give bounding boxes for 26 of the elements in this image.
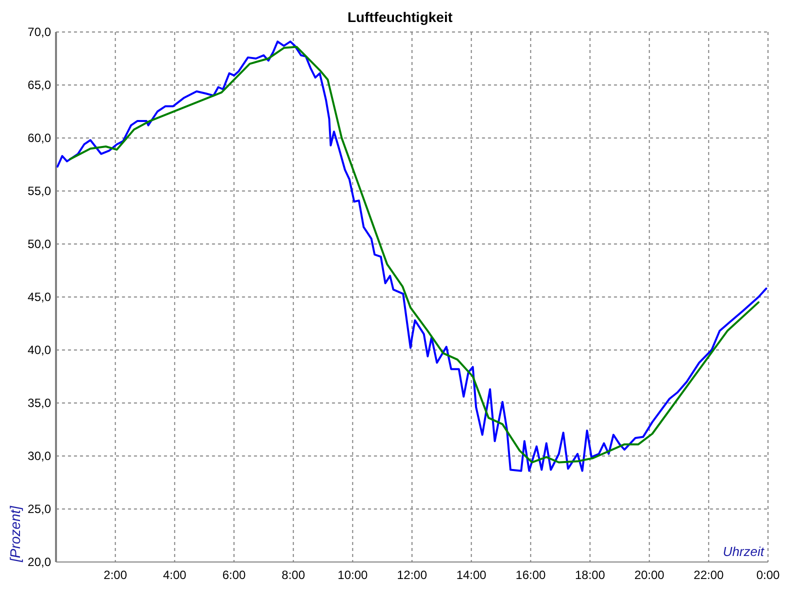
x-tick-label: 18:00 — [574, 568, 606, 582]
y-tick-label: 50,0 — [28, 237, 52, 252]
x-tick-label: 0:00 — [756, 568, 780, 582]
x-tick-label: 22:00 — [694, 568, 724, 582]
y-tick-label: 55,0 — [28, 184, 52, 198]
y-tick-label: 45,0 — [28, 290, 52, 304]
y-tick-label: 40,0 — [28, 343, 52, 358]
x-tick-label: 14:00 — [456, 568, 487, 582]
y-tick-label: 70,0 — [28, 25, 52, 40]
x-tick-label: 4:00 — [162, 568, 187, 582]
chart-title: Luftfeuchtigkeit — [348, 9, 453, 25]
x-tick-label: 20:00 — [634, 568, 665, 582]
x-tick-label: 12:00 — [396, 568, 428, 582]
y-tick-label: 65,0 — [28, 78, 52, 92]
x-tick-label: 8:00 — [282, 568, 306, 582]
y-tick-label: 60,0 — [28, 131, 52, 146]
y-axis-title: [Prozent] — [7, 504, 23, 563]
x-axis-title: Uhrzeit — [722, 544, 766, 559]
x-tick-label: 2:00 — [104, 568, 128, 582]
y-tick-label: 25,0 — [28, 502, 52, 516]
y-tick-label: 30,0 — [28, 449, 52, 464]
x-tick-label: 16:00 — [516, 568, 546, 582]
x-tick-label: 10:00 — [338, 568, 368, 582]
y-tick-label: 20,0 — [28, 555, 52, 570]
y-tick-label: 35,0 — [28, 396, 52, 410]
x-tick-label: 6:00 — [222, 568, 246, 582]
